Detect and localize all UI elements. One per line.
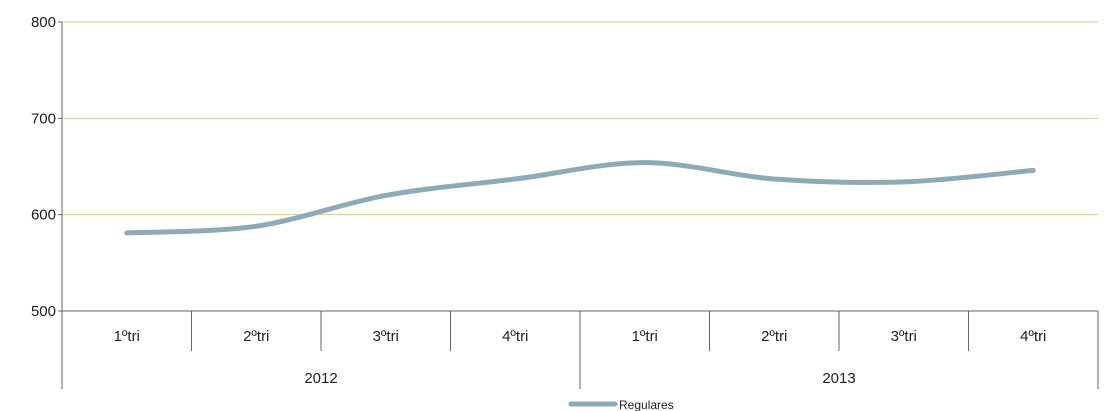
- axes: [58, 21, 1099, 389]
- y-tick-label: 700: [31, 110, 56, 127]
- gridlines: [62, 21, 1098, 216]
- x-category-labels: 1ºtri 2ºtri 3ºtri 4ºtri 1ºtri 2ºtri 3ºtri 4ºtri…: [114, 328, 1047, 387]
- x-category-label: 4ºtri: [502, 328, 528, 345]
- x-category-label: 3ºtri: [891, 328, 917, 345]
- x-category-label: 4ºtri: [1020, 328, 1046, 345]
- y-tick-label: 500: [31, 303, 56, 320]
- x-group-label: 2012: [304, 370, 337, 387]
- series-line-0: [124, 160, 1036, 236]
- x-category-label: 2ºtri: [761, 328, 787, 345]
- x-category-label: 1ºtri: [114, 328, 140, 345]
- x-category-label: 3ºtri: [373, 328, 399, 345]
- series-lines: [124, 160, 1036, 236]
- legend-label: Regulares: [619, 398, 674, 411]
- x-group-label: 2013: [822, 370, 855, 387]
- x-category-label: 2ºtri: [243, 328, 269, 345]
- y-tick-labels: 500 600 700 800: [31, 14, 56, 320]
- x-category-label: 1ºtri: [632, 328, 658, 345]
- y-tick-label: 800: [31, 14, 56, 31]
- legend: Regulares: [568, 398, 674, 411]
- y-tick-label: 600: [31, 207, 56, 224]
